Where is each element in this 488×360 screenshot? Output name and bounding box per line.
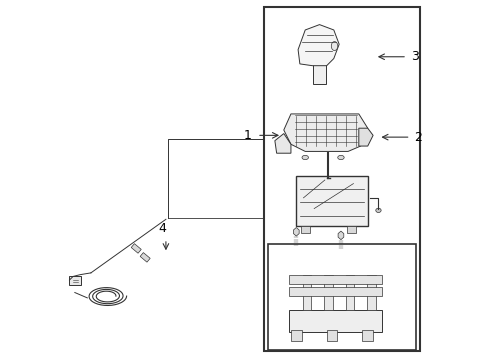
Text: 4: 4: [158, 222, 166, 235]
Bar: [267, 244, 415, 350]
Ellipse shape: [337, 156, 344, 159]
Bar: [312, 60, 325, 84]
Bar: [288, 287, 381, 296]
Bar: [362, 330, 372, 341]
Text: 1: 1: [244, 129, 251, 142]
Bar: [366, 275, 375, 310]
Bar: [326, 330, 337, 341]
Polygon shape: [274, 134, 290, 153]
Text: 2: 2: [413, 131, 421, 144]
Bar: [140, 253, 150, 262]
FancyBboxPatch shape: [296, 176, 367, 226]
Polygon shape: [337, 231, 343, 240]
Bar: [324, 275, 332, 310]
Bar: [290, 330, 301, 341]
Ellipse shape: [375, 208, 380, 212]
Bar: [288, 310, 381, 332]
Polygon shape: [283, 114, 367, 152]
Polygon shape: [298, 24, 339, 66]
Polygon shape: [293, 228, 299, 236]
Bar: [69, 276, 81, 285]
Bar: [300, 226, 309, 233]
Bar: [345, 275, 353, 310]
Ellipse shape: [331, 41, 337, 50]
Bar: [346, 226, 356, 233]
Bar: [131, 244, 141, 253]
Bar: [302, 275, 311, 310]
Bar: [288, 275, 381, 284]
Polygon shape: [358, 128, 372, 146]
Ellipse shape: [302, 156, 308, 159]
Bar: [264, 7, 419, 351]
Polygon shape: [325, 181, 330, 184]
Text: 3: 3: [410, 50, 418, 63]
